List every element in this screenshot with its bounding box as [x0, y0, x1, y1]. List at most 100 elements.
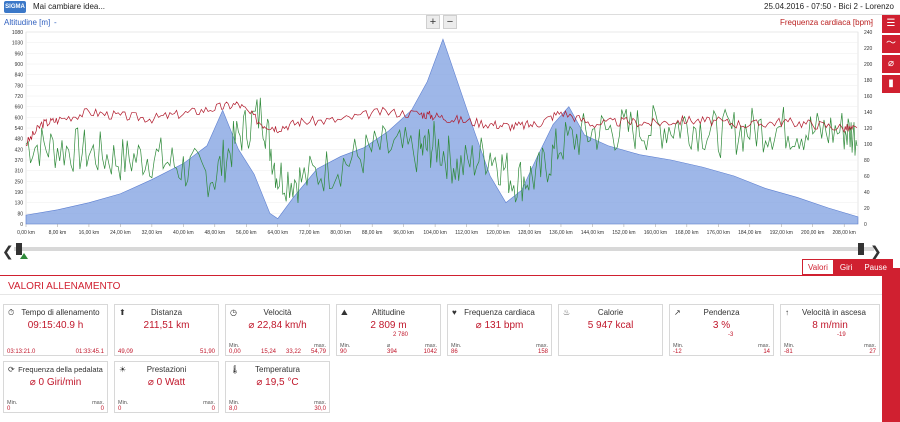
x-tick: 40,00 km	[173, 230, 194, 236]
card-frequenza-pedalata: ⟳ Frequenza della pedalata ⌀ 0 Giri/min …	[3, 361, 108, 413]
slope-icon: ↗	[674, 308, 681, 317]
y-tick-right: 80	[864, 158, 870, 164]
road-icon: ⬆	[119, 308, 126, 317]
speed-line	[25, 97, 858, 204]
x-tick: 128,00 km	[518, 230, 541, 236]
workout-time: 07:50	[811, 2, 832, 11]
x-tick: 88,00 km	[362, 230, 383, 236]
section-title: VALORI ALLENAMENTO	[8, 281, 121, 292]
x-tick: 96,00 km	[393, 230, 414, 236]
card-tempo-allenamento: ⏱ Tempo di allenamento 09:15:40.9 h 03:1…	[3, 304, 108, 356]
altitude-area	[25, 38, 859, 225]
bar-chart-icon[interactable]: ▮	[882, 75, 900, 93]
card-altitudine: ⛰ Altitudine 2 809 m 2 780 Min. ⌀ max. 9…	[336, 304, 441, 356]
y-tick-right: 60	[864, 174, 870, 180]
tab-giri[interactable]: Giri	[833, 259, 859, 275]
y-tick-left: 250	[15, 179, 24, 185]
y-tick-left: 1080	[12, 30, 23, 36]
heartrate-line	[25, 101, 858, 146]
y-tick-left: 840	[15, 73, 24, 79]
x-tick: 144,00 km	[581, 230, 604, 236]
y-tick-left: 960	[15, 51, 24, 57]
y-tick-right: 140	[864, 110, 873, 116]
card-frequenza-cardiaca: ♥ Frequenza cardiaca ⌀ 131 bpm Min. max.…	[447, 304, 552, 356]
x-tick: 136,00 km	[549, 230, 572, 236]
x-tick: 176,00 km	[707, 230, 730, 236]
y-tick-right: 220	[864, 46, 873, 52]
x-tick: 0,00 km	[17, 230, 35, 236]
x-tick: 24,00 km	[110, 230, 131, 236]
y-tick-right: 100	[864, 142, 873, 148]
tab-pause[interactable]: Pause	[858, 259, 893, 275]
y-tick-left: 900	[15, 62, 24, 68]
x-tick: 200,00 km	[801, 230, 824, 236]
x-tick: 32,00 km	[142, 230, 163, 236]
card-temperatura: 🌡 Temperatura ⌀ 19,5 °C Min. max. 8,0 30…	[225, 361, 330, 413]
chart-toolbar: ☰ 〜 ⌀ ▮	[882, 15, 900, 95]
card-pendenza: ↗ Pendenza 3 % -3 Min. max. -12 14	[669, 304, 774, 356]
top-bar: SIGMA Mai cambiare idea... 25.04.2016 - …	[0, 0, 900, 15]
y-tick-left: 370	[15, 158, 24, 164]
y-tick-right: 200	[864, 62, 873, 68]
y-tick-right: 40	[864, 190, 870, 196]
range-slider-track[interactable]	[14, 247, 874, 251]
altitude-axis-title[interactable]: Altitudine [m]	[4, 18, 51, 27]
x-tick: 208,00 km	[833, 230, 856, 236]
x-tick: 80,00 km	[330, 230, 351, 236]
y-tick-left: 780	[15, 83, 24, 89]
tab-valori[interactable]: Valori	[802, 259, 834, 275]
x-tick: 152,00 km	[612, 230, 635, 236]
heart-icon: ♥	[452, 308, 457, 317]
slider-left-arrow[interactable]: ❮	[2, 243, 14, 259]
flame-icon: ♨	[563, 308, 571, 317]
stopwatch-icon: ⏱	[8, 308, 15, 317]
x-tick: 104,00 km	[423, 230, 446, 236]
app-logo: SIGMA	[4, 1, 26, 13]
no-average-icon[interactable]: ⌀	[882, 55, 900, 73]
ascent-icon: ↑	[785, 308, 789, 317]
slider-right-arrow[interactable]: ❯	[870, 243, 882, 259]
range-slider-handle[interactable]	[16, 243, 22, 255]
altitude-dash: -	[54, 18, 57, 27]
x-tick: 64,00 km	[267, 230, 288, 236]
zoom-in-button[interactable]: +	[426, 15, 440, 29]
x-tick: 192,00 km	[770, 230, 793, 236]
workout-bike: Bici 2	[838, 2, 858, 11]
list-icon[interactable]: ☰	[882, 15, 900, 33]
workout-date: 25.04.2016	[764, 2, 805, 11]
x-tick: 72,00 km	[299, 230, 320, 236]
y-tick-left: 80	[17, 211, 23, 217]
y-tick-left: 130	[15, 201, 24, 207]
mountain-icon: ⛰	[341, 308, 348, 317]
heartrate-axis-title[interactable]: Frequenza cardiaca [bpm]	[780, 18, 873, 27]
speedometer-icon: ◷	[230, 308, 237, 317]
y-tick-right: 240	[864, 30, 873, 36]
x-tick: 184,00 km	[738, 230, 761, 236]
y-tick-left: 480	[15, 137, 24, 143]
line-chart-icon[interactable]: 〜	[882, 35, 900, 53]
workout-chart[interactable]: 0801301902503103704204805406006607207808…	[0, 28, 880, 248]
workout-title: Mai cambiare idea...	[33, 2, 106, 11]
x-tick: 56,00 km	[236, 230, 257, 236]
y-tick-right: 180	[864, 78, 873, 84]
section-divider	[0, 275, 882, 276]
range-slider-handle-end[interactable]	[858, 243, 864, 255]
y-tick-left: 720	[15, 94, 24, 100]
card-velocita-ascesa: ↑ Velocità in ascesa 8 m/min -19 Min. ma…	[780, 304, 880, 356]
cadence-icon: ⟳	[8, 365, 15, 374]
workout-user: Lorenzo	[865, 2, 894, 11]
values-tabs: Valori Giri Pause	[802, 259, 893, 275]
workout-meta: 25.04.2016 - 07:50 - Bici 2 - Lorenzo	[764, 2, 894, 11]
card-velocita: ◷ Velocità ⌀ 22,84 km/h Min. max. 0,00 1…	[225, 304, 330, 356]
zoom-out-button[interactable]: −	[443, 15, 457, 29]
y-tick-right: 120	[864, 126, 873, 132]
y-tick-left: 0	[20, 222, 23, 228]
y-tick-left: 540	[15, 126, 24, 132]
heartrate-dash: -	[870, 18, 873, 27]
thermometer-icon: 🌡	[230, 365, 241, 374]
x-tick: 168,00 km	[675, 230, 698, 236]
x-tick: 8,00 km	[49, 230, 67, 236]
card-prestazioni: ☀ Prestazioni ⌀ 0 Watt Min. max. 0 0	[114, 361, 219, 413]
card-distanza: ⬆ Distanza 211,51 km 49,09 51,90	[114, 304, 219, 356]
y-tick-left: 190	[15, 190, 24, 196]
